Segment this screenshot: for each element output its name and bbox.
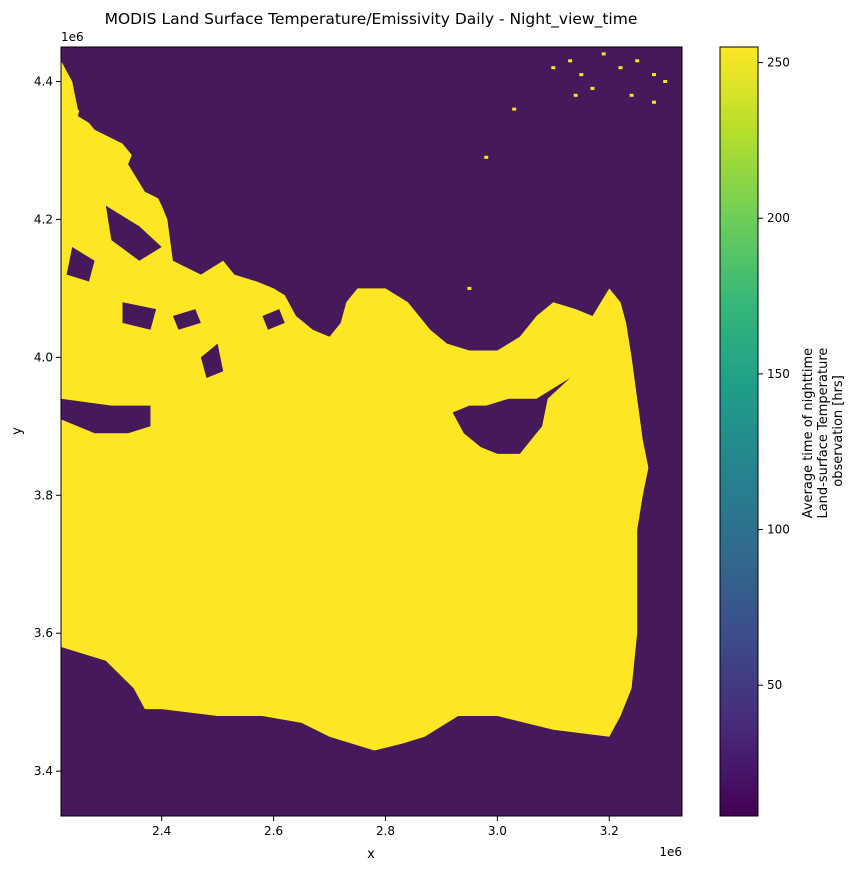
land-shape-3 <box>128 150 190 206</box>
land-shape-10 <box>262 309 285 330</box>
sea-speck-13 <box>484 155 489 159</box>
sea-speck-1 <box>551 66 556 70</box>
colorbar-tick-label-2: 100 <box>767 523 790 537</box>
sea-specks-group <box>467 52 668 290</box>
sea-speck-15 <box>512 107 517 111</box>
chart-title: MODIS Land Surface Temperature/Emissivit… <box>105 10 638 29</box>
y-tick-label-1: 3.4 <box>34 764 53 778</box>
sea-speck-4 <box>601 52 606 56</box>
x-tick-label-2: 2.6 <box>264 824 283 838</box>
colorbar-tick-label-4: 200 <box>767 211 790 225</box>
colorbar-label-line-1: Average time of nighttime <box>801 348 816 519</box>
colorbar-tick-label-5: 250 <box>767 56 790 70</box>
sea-speck-3 <box>579 73 584 77</box>
y-tick-label-6: 4.4 <box>34 74 53 88</box>
colorbar-tick-label-1: 50 <box>767 678 782 692</box>
colorbar-frame <box>719 46 759 817</box>
x-tick-label-4: 3.0 <box>488 824 507 838</box>
y-tick-label-4: 4.0 <box>34 350 53 364</box>
y-axis-ticks: 3.4 3.6 3.8 4.0 4.2 4.4 <box>34 74 61 778</box>
colorbar-gradient <box>720 47 758 816</box>
land-shape-2 <box>61 398 151 434</box>
colorbar-ticks: 50 100 150 200 250 <box>758 56 790 692</box>
plot-frame <box>60 46 683 817</box>
land-shape-4 <box>105 205 162 261</box>
sea-speck-8 <box>663 80 668 83</box>
sea-area <box>61 60 649 751</box>
map-panel: 2.4 2.6 2.8 3.0 3.2 3.4 3.6 3.8 4.0 4.2 4.4 x y 1… <box>10 30 683 862</box>
colorbar-label-line-2: Land-surface Temperature <box>816 348 831 519</box>
y-tick-label-5: 4.2 <box>34 212 53 226</box>
x-axis-label: x <box>367 847 375 862</box>
sea-speck-11 <box>652 100 656 104</box>
islands-group <box>61 95 571 454</box>
sea-speck-10 <box>629 93 634 97</box>
land-shape-5 <box>66 247 95 282</box>
x-tick-label-3: 2.8 <box>376 824 395 838</box>
x-tick-label-1: 2.4 <box>152 824 171 838</box>
sea-speck-14 <box>467 286 472 290</box>
land-shape-1 <box>452 378 571 454</box>
sea-speck-12 <box>573 93 578 97</box>
y-tick-label-2: 3.6 <box>34 626 53 640</box>
x-axis-ticks: 2.4 2.6 2.8 3.0 3.2 <box>152 816 619 838</box>
land-shape-6 <box>122 302 157 330</box>
colorbar: 50 100 150 200 250 Average time of nighttime… <box>719 46 846 817</box>
y-tick-label-3: 3.8 <box>34 488 53 502</box>
colorbar-tick-label-3: 150 <box>767 367 790 381</box>
land-shape-9 <box>172 309 201 330</box>
sea-speck-5 <box>618 66 623 70</box>
y-offset-label: 1e6 <box>61 30 84 44</box>
sea-speck-6 <box>635 59 640 63</box>
sea-speck-9 <box>590 86 595 90</box>
x-tick-label-5: 3.2 <box>600 824 619 838</box>
colorbar-label-line-3: observation [hrs] <box>831 375 846 487</box>
sea-speck-2 <box>568 59 573 63</box>
y-axis-label: y <box>10 427 25 435</box>
colorbar-label: Average time of nighttime Land-surface T… <box>801 343 846 518</box>
x-offset-label: 1e6 <box>659 845 682 859</box>
land-shape-7 <box>200 343 224 378</box>
land-shape-8 <box>77 95 106 130</box>
sea-speck-7 <box>652 73 656 77</box>
